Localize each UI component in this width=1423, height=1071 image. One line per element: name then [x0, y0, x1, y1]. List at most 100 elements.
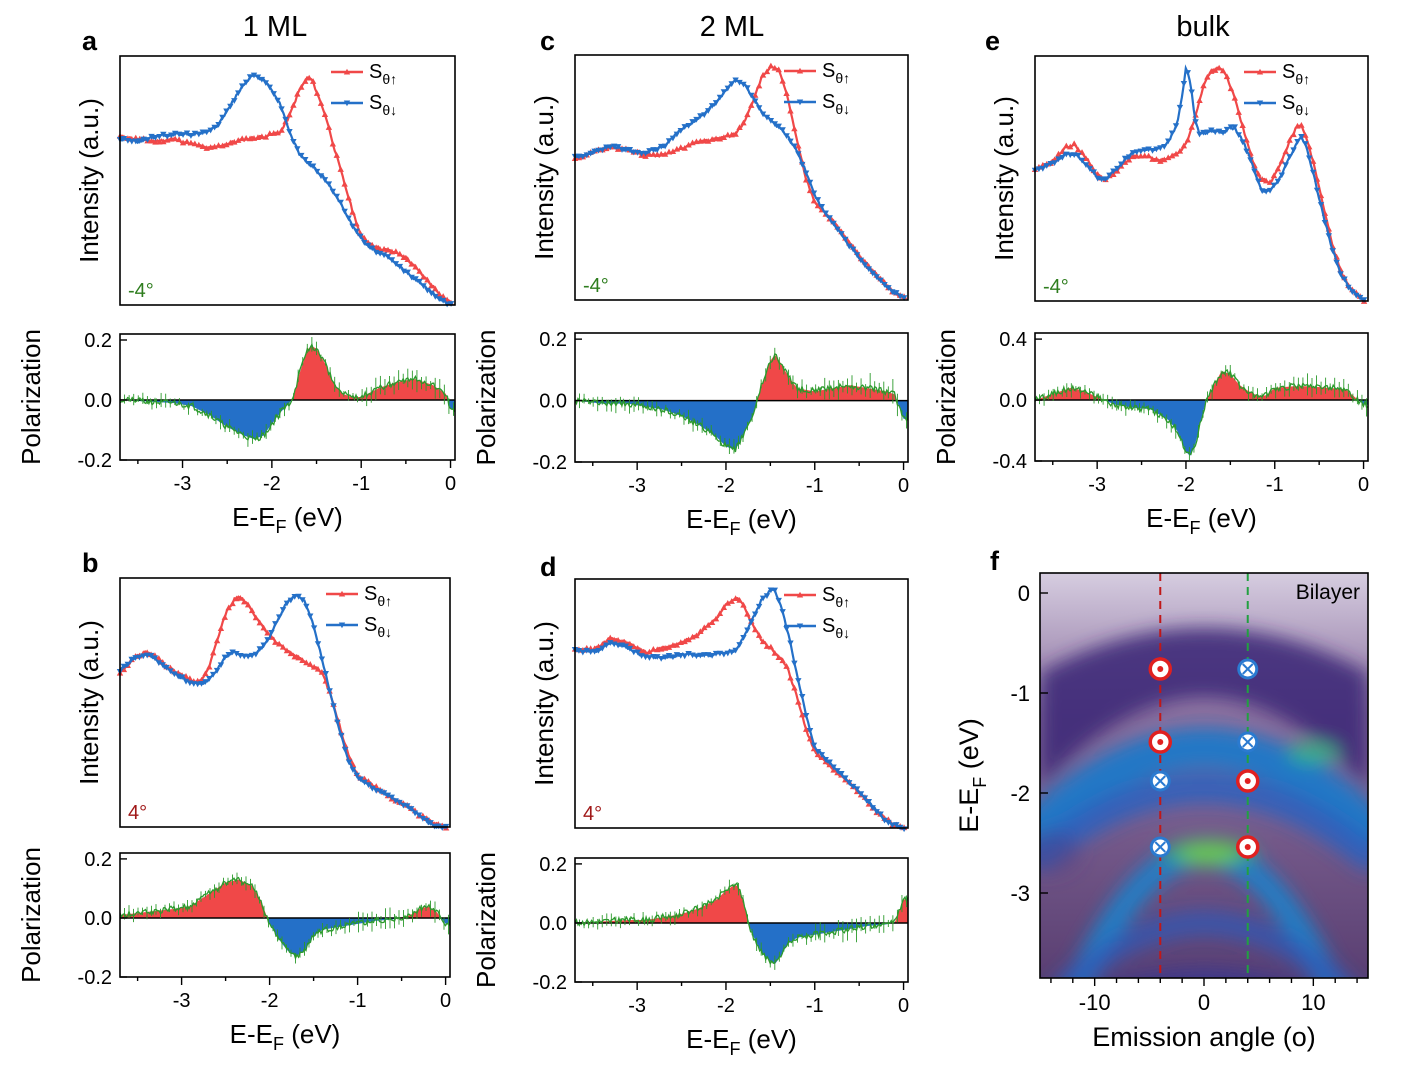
data-point-down — [720, 89, 728, 95]
data-point-up — [256, 619, 263, 626]
data-point-down — [599, 147, 606, 154]
data-point-down — [799, 694, 806, 700]
data-point-up — [1184, 136, 1191, 143]
data-point-up — [1259, 176, 1266, 182]
x-tick-label: -1 — [806, 475, 824, 497]
data-point-down — [697, 113, 704, 120]
data-point-up — [148, 137, 155, 144]
data-point-down — [1274, 178, 1282, 185]
data-point-down — [1059, 154, 1066, 161]
data-point-down — [857, 791, 865, 797]
spin-in-cross — [1154, 841, 1166, 853]
data-point-down — [802, 712, 810, 719]
data-point-up — [650, 645, 657, 652]
data-point-up — [318, 669, 326, 675]
band-layer — [1040, 628, 1368, 978]
x-tick-label: -3 — [1088, 474, 1106, 496]
data-point-down — [869, 270, 876, 277]
data-point-up — [732, 130, 739, 137]
legend-label-up: Sθ↑ — [364, 583, 392, 609]
data-point-down — [708, 652, 716, 659]
data-point-up — [685, 636, 692, 643]
data-point-up — [290, 101, 297, 108]
data-point-down — [732, 77, 739, 84]
data-point-down — [654, 654, 661, 660]
data-point-down — [310, 625, 318, 632]
legend-label-down: Sθ↓ — [369, 92, 397, 118]
data-point-down — [822, 756, 829, 763]
plot-frame — [574, 857, 909, 983]
positive-polarization-area — [575, 885, 908, 923]
data-point-down — [432, 293, 439, 300]
data-point-down — [250, 72, 258, 79]
data-point-down — [579, 153, 587, 160]
data-point-down — [787, 640, 794, 647]
data-point-down — [1165, 138, 1172, 145]
data-point-down — [384, 254, 392, 260]
data-point-up — [724, 600, 731, 606]
data-point-up — [262, 133, 270, 140]
data-point-up — [424, 276, 431, 283]
data-point-up — [1290, 131, 1297, 138]
data-point-down — [1082, 162, 1090, 168]
data-point-down — [388, 257, 396, 264]
data-point-down — [420, 283, 427, 289]
data-point-down — [266, 84, 273, 91]
series-line-up — [574, 597, 905, 831]
data-point-down — [1121, 155, 1129, 162]
data-point-up — [740, 601, 747, 608]
plot-frame — [574, 332, 909, 463]
data-point-down — [439, 297, 447, 304]
data-point-up — [248, 607, 256, 614]
data-point-down — [752, 98, 759, 105]
data-point-up — [673, 641, 681, 648]
data-point-down — [233, 651, 240, 657]
y-tick-label: 0.2 — [84, 849, 112, 871]
data-point-down — [160, 131, 167, 138]
data-point-down — [278, 106, 285, 113]
data-point-down — [357, 233, 364, 240]
data-point-down — [822, 210, 829, 217]
data-point-up — [791, 684, 798, 691]
data-point-up — [295, 654, 302, 661]
data-point-down — [728, 81, 735, 88]
data-point-down — [213, 667, 221, 674]
data-point-down — [365, 782, 372, 789]
plot-frame — [1034, 55, 1369, 302]
legend-label-down: Sθ↓ — [822, 615, 850, 641]
data-point-down — [299, 597, 306, 603]
data-point-down — [1196, 131, 1203, 138]
data-point-up — [810, 197, 818, 204]
data-point-down — [1212, 129, 1219, 136]
x-tick-label: -1 — [1266, 474, 1284, 496]
data-point-down — [795, 151, 802, 157]
data-point-up — [677, 144, 684, 151]
data-point-down — [338, 732, 345, 739]
spin-in-cross — [1242, 736, 1254, 748]
data-point-down — [626, 645, 634, 652]
data-point-down — [1133, 149, 1141, 156]
data-point-down — [1047, 160, 1054, 167]
angle-label: -4° — [128, 280, 154, 302]
negative-polarization-area — [575, 922, 908, 965]
data-point-down — [219, 114, 226, 121]
data-point-up — [1223, 73, 1231, 80]
data-point-down — [221, 654, 229, 661]
data-point-up — [763, 68, 771, 75]
data-point-down — [151, 655, 159, 662]
x-axis-label: E-EF (eV) — [686, 1024, 797, 1059]
data-point-down — [283, 600, 291, 607]
y-axis-label: Polarization — [471, 330, 501, 466]
data-point-down — [591, 148, 598, 155]
data-point-down — [132, 138, 139, 145]
data-point-down — [388, 794, 395, 801]
data-point-down — [152, 134, 159, 141]
data-point-up — [1165, 154, 1172, 161]
data-point-down — [428, 290, 435, 297]
data-point-up — [712, 135, 720, 142]
data-point-down — [846, 780, 853, 786]
intensity-panel-d: Sθ↑ Sθ↓ 4° Intensity (a.u.) — [529, 578, 909, 833]
negative-polarization-area — [120, 400, 455, 439]
data-point-down — [128, 138, 136, 145]
y-tick-label: -0.2 — [78, 967, 112, 989]
